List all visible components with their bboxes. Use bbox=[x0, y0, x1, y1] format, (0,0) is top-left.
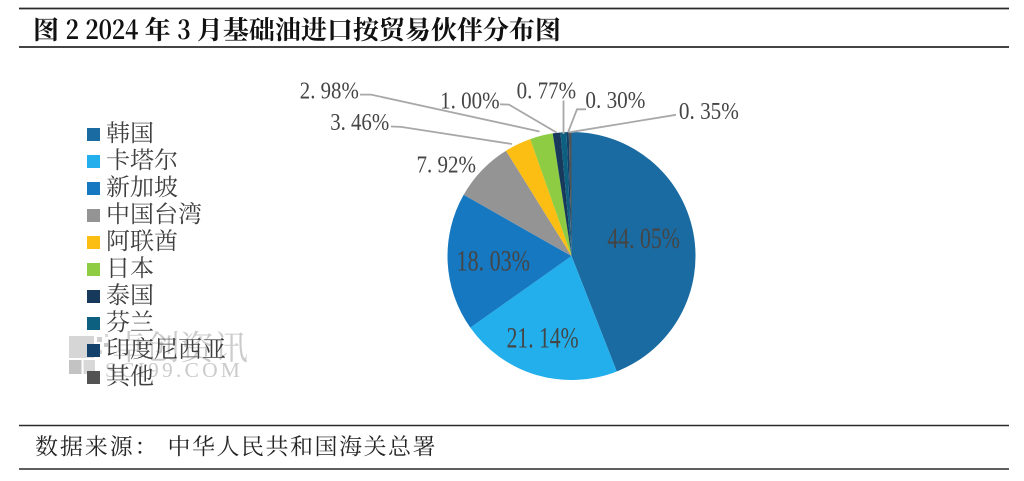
svg-text:7. 92%: 7. 92% bbox=[417, 152, 477, 179]
svg-text:1. 00%: 1. 00% bbox=[440, 88, 500, 115]
svg-text:0. 35%: 0. 35% bbox=[679, 98, 739, 125]
svg-text:3. 46%: 3. 46% bbox=[330, 109, 389, 136]
svg-text:0. 77%: 0. 77% bbox=[517, 78, 577, 105]
svg-text:2. 98%: 2. 98% bbox=[300, 78, 359, 105]
svg-text:0. 30%: 0. 30% bbox=[585, 87, 645, 114]
svg-text:SCI99.COM: SCI99.COM bbox=[105, 358, 243, 382]
svg-text:21. 14%: 21. 14% bbox=[507, 321, 579, 354]
svg-text:18. 03%: 18. 03% bbox=[457, 245, 531, 278]
svg-text:44. 05%: 44. 05% bbox=[607, 222, 680, 255]
